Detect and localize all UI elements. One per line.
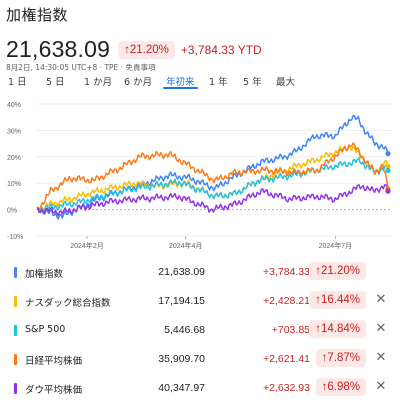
series-line: [36, 114, 389, 220]
series-end-point: [385, 188, 391, 194]
row-name: 加権指数: [25, 269, 64, 280]
series-line: [36, 142, 389, 211]
row-change: +2,428.21: [262, 295, 310, 307]
range-tabs: 1 日 5 日 1 か月 6 か月 年初来 1 年 5 年 最大: [0, 74, 400, 90]
tab-1d[interactable]: 1 日: [8, 77, 27, 88]
row-name: 日経平均株価: [25, 356, 83, 367]
chart-series: [36, 114, 389, 220]
series-line: [36, 157, 389, 213]
series-color-marker: [14, 267, 17, 278]
x-tick-label: 2024年2月: [70, 241, 103, 250]
row-value: 40,347.97: [158, 382, 205, 394]
y-tick-label: 10%: [7, 181, 21, 188]
table-row[interactable]: 加権指数 21,638.09 +3,784.33 ↑21.20%: [0, 258, 400, 287]
table-row[interactable]: S&P 500 5,446.68 +703.85 ↑14.84% ✕: [0, 316, 400, 345]
quote-summary: 21,638.09 ↑21.20% +3,784.33 YTD: [6, 36, 262, 63]
close-icon[interactable]: ✕: [375, 321, 387, 336]
series-line: [36, 184, 389, 217]
quote-timestamp: 8月2日, 14:30:05 UTC+8 · TPE · 免責事項: [6, 63, 156, 72]
close-icon[interactable]: ✕: [375, 379, 387, 394]
row-percent-badge: ↑16.44%: [309, 291, 366, 309]
tab-1m[interactable]: 1 か月: [84, 77, 113, 88]
active-tab-indicator: [163, 87, 198, 89]
percent-change-badge: ↑21.20%: [118, 40, 175, 59]
series-end-point: [385, 151, 391, 157]
x-tick-label: 2024年7月: [319, 241, 352, 250]
row-value: 5,446.68: [164, 324, 205, 336]
row-percent-badge: ↑21.20%: [309, 262, 366, 280]
series-color-marker: [14, 296, 17, 307]
tab-5d[interactable]: 5 日: [46, 77, 65, 88]
series-color-marker: [14, 354, 17, 365]
x-axis: 2024年2月 2024年4月 2024年7月: [70, 236, 352, 250]
y-axis-labels: 40% 30% 20% 10% 0% -10%: [7, 102, 23, 241]
row-change: +2,621.41: [262, 353, 310, 365]
ytd-change: +3,784.33 YTD: [180, 42, 262, 57]
y-tick-label: 0%: [7, 208, 17, 215]
close-icon[interactable]: ✕: [375, 292, 387, 307]
y-tick-label: 20%: [7, 155, 21, 162]
row-change: +703.85: [271, 324, 310, 336]
series-color-marker: [14, 325, 17, 336]
series-end-markers: [385, 151, 391, 194]
tab-max[interactable]: 最大: [276, 77, 296, 88]
tab-1y[interactable]: 1 年: [209, 77, 228, 88]
row-change: +3,784.33: [262, 266, 310, 278]
table-row[interactable]: ナスダック総合指数 17,194.15 +2,428.21 ↑16.44% ✕: [0, 287, 400, 316]
page-title: 加権指数: [6, 6, 69, 24]
row-percent-badge: ↑7.87%: [315, 349, 366, 367]
table-row[interactable]: ダウ平均株価 40,347.97 +2,632.93 ↑6.98% ✕: [0, 374, 400, 403]
y-tick-label: 40%: [7, 102, 21, 109]
row-name: ダウ平均株価: [25, 385, 83, 396]
row-value: 21,638.09: [158, 266, 205, 278]
series-color-marker: [14, 383, 17, 394]
tab-6m[interactable]: 6 か月: [124, 77, 153, 88]
row-value: 17,194.15: [158, 295, 205, 307]
index-price: 21,638.09: [6, 36, 111, 62]
close-icon[interactable]: ✕: [375, 350, 387, 365]
y-tick-label: -10%: [7, 234, 23, 241]
row-name: ナスダック総合指数: [25, 298, 111, 309]
x-tick-label: 2024年4月: [169, 241, 202, 250]
y-tick-label: 30%: [7, 128, 21, 135]
row-name: S&P 500: [25, 324, 66, 335]
row-percent-badge: ↑6.98%: [315, 378, 366, 396]
tab-5y[interactable]: 5 年: [243, 77, 262, 88]
row-change: +2,632.93: [262, 382, 310, 394]
table-row[interactable]: 日経平均株価 35,909.70 +2,621.41 ↑7.87% ✕: [0, 345, 400, 374]
series-end-point: [385, 167, 391, 174]
chart-grid: [36, 103, 392, 237]
row-value: 35,909.70: [158, 353, 205, 365]
series-end-point: [385, 163, 391, 169]
tab-ytd[interactable]: 年初来: [166, 77, 195, 88]
row-percent-badge: ↑14.84%: [309, 320, 366, 338]
comparison-chart[interactable]: 40% 30% 20% 10% 0% -10% 2024年2月 2024年4月 2024年7月: [0, 96, 400, 256]
